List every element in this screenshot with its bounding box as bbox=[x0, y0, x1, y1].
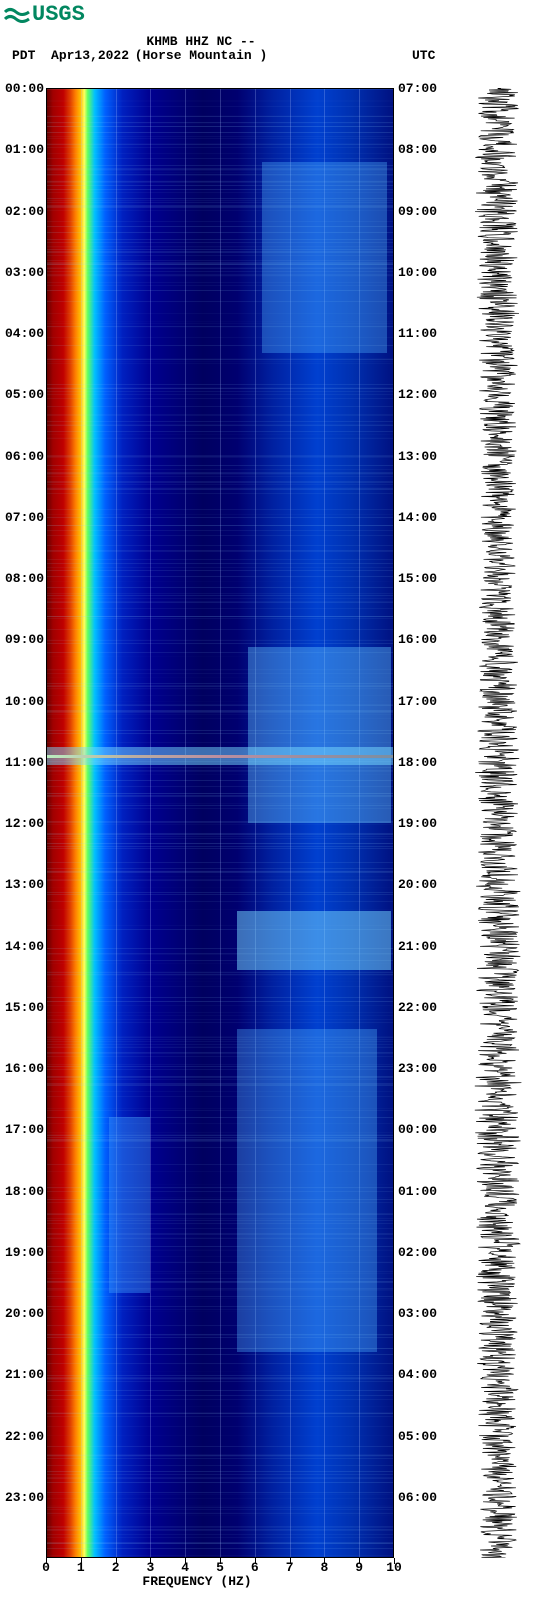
y-tick-right: 03:00 bbox=[398, 1306, 437, 1321]
y-tick-left: 17:00 bbox=[5, 1122, 44, 1137]
y-tick-left: 16:00 bbox=[5, 1061, 44, 1076]
y-tick-right: 09:00 bbox=[398, 204, 437, 219]
y-tick-left: 12:00 bbox=[5, 816, 44, 831]
y-tick-right: 06:00 bbox=[398, 1490, 437, 1505]
y-tick-left: 00:00 bbox=[5, 81, 44, 96]
x-tick: 7 bbox=[286, 1560, 294, 1575]
x-tick: 10 bbox=[386, 1560, 402, 1575]
y-tick-left: 05:00 bbox=[5, 387, 44, 402]
y-tick-left: 14:00 bbox=[5, 939, 44, 954]
y-tick-left: 08:00 bbox=[5, 571, 44, 586]
y-tick-left: 23:00 bbox=[5, 1490, 44, 1505]
y-tick-left: 20:00 bbox=[5, 1306, 44, 1321]
y-tick-left: 07:00 bbox=[5, 510, 44, 525]
y-tick-left: 11:00 bbox=[5, 755, 44, 770]
x-tick: 6 bbox=[251, 1560, 259, 1575]
y-tick-left: 13:00 bbox=[5, 877, 44, 892]
seismogram-trace bbox=[448, 88, 548, 1558]
y-tick-right: 04:00 bbox=[398, 1367, 437, 1382]
y-tick-right: 05:00 bbox=[398, 1429, 437, 1444]
y-tick-right: 11:00 bbox=[398, 326, 437, 341]
y-tick-left: 06:00 bbox=[5, 449, 44, 464]
y-tick-right: 19:00 bbox=[398, 816, 437, 831]
chart-canvas: USGS KHMB HHZ NC -- (Horse Mountain ) PD… bbox=[0, 0, 552, 1613]
y-tick-left: 09:00 bbox=[5, 632, 44, 647]
logo-text: USGS bbox=[32, 2, 85, 27]
seismogram bbox=[448, 88, 548, 1558]
usgs-logo: USGS bbox=[4, 2, 85, 27]
y-tick-left: 04:00 bbox=[5, 326, 44, 341]
y-tick-left: 15:00 bbox=[5, 1000, 44, 1015]
y-tick-right: 16:00 bbox=[398, 632, 437, 647]
y-tick-right: 07:00 bbox=[398, 81, 437, 96]
x-tick: 5 bbox=[216, 1560, 224, 1575]
y-tick-left: 18:00 bbox=[5, 1184, 44, 1199]
wave-icon bbox=[4, 5, 30, 25]
y-tick-right: 13:00 bbox=[398, 449, 437, 464]
y-tick-right: 02:00 bbox=[398, 1245, 437, 1260]
y-tick-left: 03:00 bbox=[5, 265, 44, 280]
x-tick: 4 bbox=[181, 1560, 189, 1575]
spectrogram bbox=[46, 88, 394, 1558]
y-tick-left: 22:00 bbox=[5, 1429, 44, 1444]
y-tick-right: 14:00 bbox=[398, 510, 437, 525]
y-tick-right: 01:00 bbox=[398, 1184, 437, 1199]
title-line1: KHMB HHZ NC -- bbox=[0, 34, 402, 49]
x-axis-label: FREQUENCY (HZ) bbox=[0, 1574, 394, 1589]
x-tick: 0 bbox=[42, 1560, 50, 1575]
tz-left-label: PDT Apr13,2022 bbox=[12, 48, 129, 63]
y-tick-left: 02:00 bbox=[5, 204, 44, 219]
tz-right-label: UTC bbox=[412, 48, 435, 63]
y-tick-right: 08:00 bbox=[398, 142, 437, 157]
y-tick-right: 17:00 bbox=[398, 694, 437, 709]
y-tick-right: 23:00 bbox=[398, 1061, 437, 1076]
y-tick-right: 21:00 bbox=[398, 939, 437, 954]
x-tick: 8 bbox=[320, 1560, 328, 1575]
y-tick-left: 01:00 bbox=[5, 142, 44, 157]
y-tick-right: 22:00 bbox=[398, 1000, 437, 1015]
y-tick-right: 12:00 bbox=[398, 387, 437, 402]
y-tick-left: 19:00 bbox=[5, 1245, 44, 1260]
y-tick-right: 00:00 bbox=[398, 1122, 437, 1137]
y-tick-right: 10:00 bbox=[398, 265, 437, 280]
x-tick: 3 bbox=[146, 1560, 154, 1575]
y-tick-right: 18:00 bbox=[398, 755, 437, 770]
x-tick: 9 bbox=[355, 1560, 363, 1575]
y-tick-right: 15:00 bbox=[398, 571, 437, 586]
y-tick-right: 20:00 bbox=[398, 877, 437, 892]
x-tick: 1 bbox=[77, 1560, 85, 1575]
x-tick: 2 bbox=[112, 1560, 120, 1575]
y-tick-left: 21:00 bbox=[5, 1367, 44, 1382]
y-tick-left: 10:00 bbox=[5, 694, 44, 709]
